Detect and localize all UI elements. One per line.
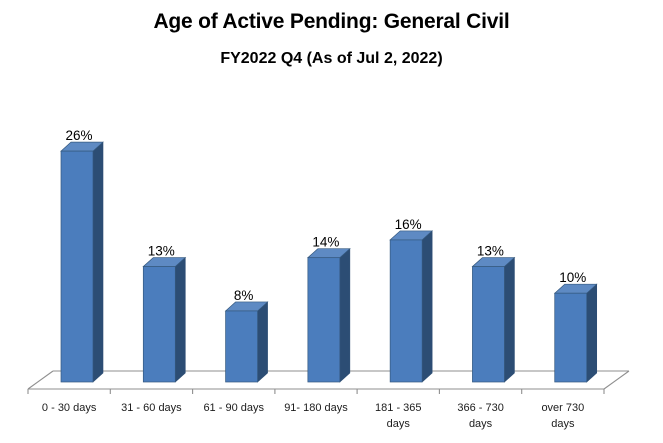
bar-61-90-days: 8% bbox=[224, 288, 269, 383]
bar-value-label: 13% bbox=[148, 244, 175, 259]
bar-value-label: 26% bbox=[65, 128, 92, 143]
x-axis-label-181-365-days: days bbox=[387, 418, 411, 430]
chart-title: Age of Active Pending: General Civil bbox=[153, 10, 510, 33]
bar-side-face bbox=[339, 248, 351, 383]
bar-value-label: 13% bbox=[477, 244, 504, 259]
bar-value-label: 16% bbox=[395, 217, 422, 232]
chart-subtitle: FY2022 Q4 (As of Jul 2, 2022) bbox=[220, 50, 443, 67]
bar-over-730-days: 10% bbox=[553, 270, 598, 383]
x-axis-label-181-365-days: 181 - 365 bbox=[375, 402, 421, 414]
bar-front-face bbox=[307, 257, 341, 383]
x-axis-label-0-30-days: 0 - 30 days bbox=[42, 402, 97, 414]
bar-0-30-days: 26% bbox=[60, 128, 104, 383]
bar-side-face bbox=[504, 256, 515, 383]
bar-front-face bbox=[60, 150, 94, 383]
bar-front-face bbox=[554, 292, 588, 383]
x-axis-label-91-180-days: 91- 180 days bbox=[284, 402, 348, 414]
bar-181-365-days: 16% bbox=[389, 217, 434, 383]
bar-value-label: 14% bbox=[312, 235, 339, 250]
bar-front-face bbox=[389, 239, 423, 383]
bar-value-label: 10% bbox=[559, 270, 586, 285]
bar-366-730-days: 13% bbox=[471, 244, 516, 383]
bar-front-face bbox=[472, 266, 505, 383]
x-axis-label-366-730-days: 366 - 730 bbox=[457, 402, 503, 414]
bar-31-60-days: 13% bbox=[142, 244, 187, 383]
x-axis-label-61-90-days: 61 - 90 days bbox=[203, 402, 264, 414]
x-axis-label-over-730-days: days bbox=[551, 418, 575, 430]
bar-front-face bbox=[225, 310, 258, 383]
bar-front-face bbox=[142, 266, 176, 383]
x-axis-label-366-730-days: days bbox=[469, 418, 493, 430]
bar-side-face bbox=[257, 301, 268, 383]
bar-side-face bbox=[174, 256, 186, 383]
x-axis-label-over-730-days: over 730 bbox=[541, 402, 584, 414]
x-axis-label-31-60-days: 31 - 60 days bbox=[121, 402, 182, 414]
bar-value-label: 8% bbox=[234, 288, 254, 303]
bar-side-face bbox=[92, 141, 104, 383]
bar-91-180-days: 14% bbox=[306, 235, 351, 383]
bar-side-face bbox=[586, 283, 598, 383]
bar-side-face bbox=[421, 230, 433, 383]
